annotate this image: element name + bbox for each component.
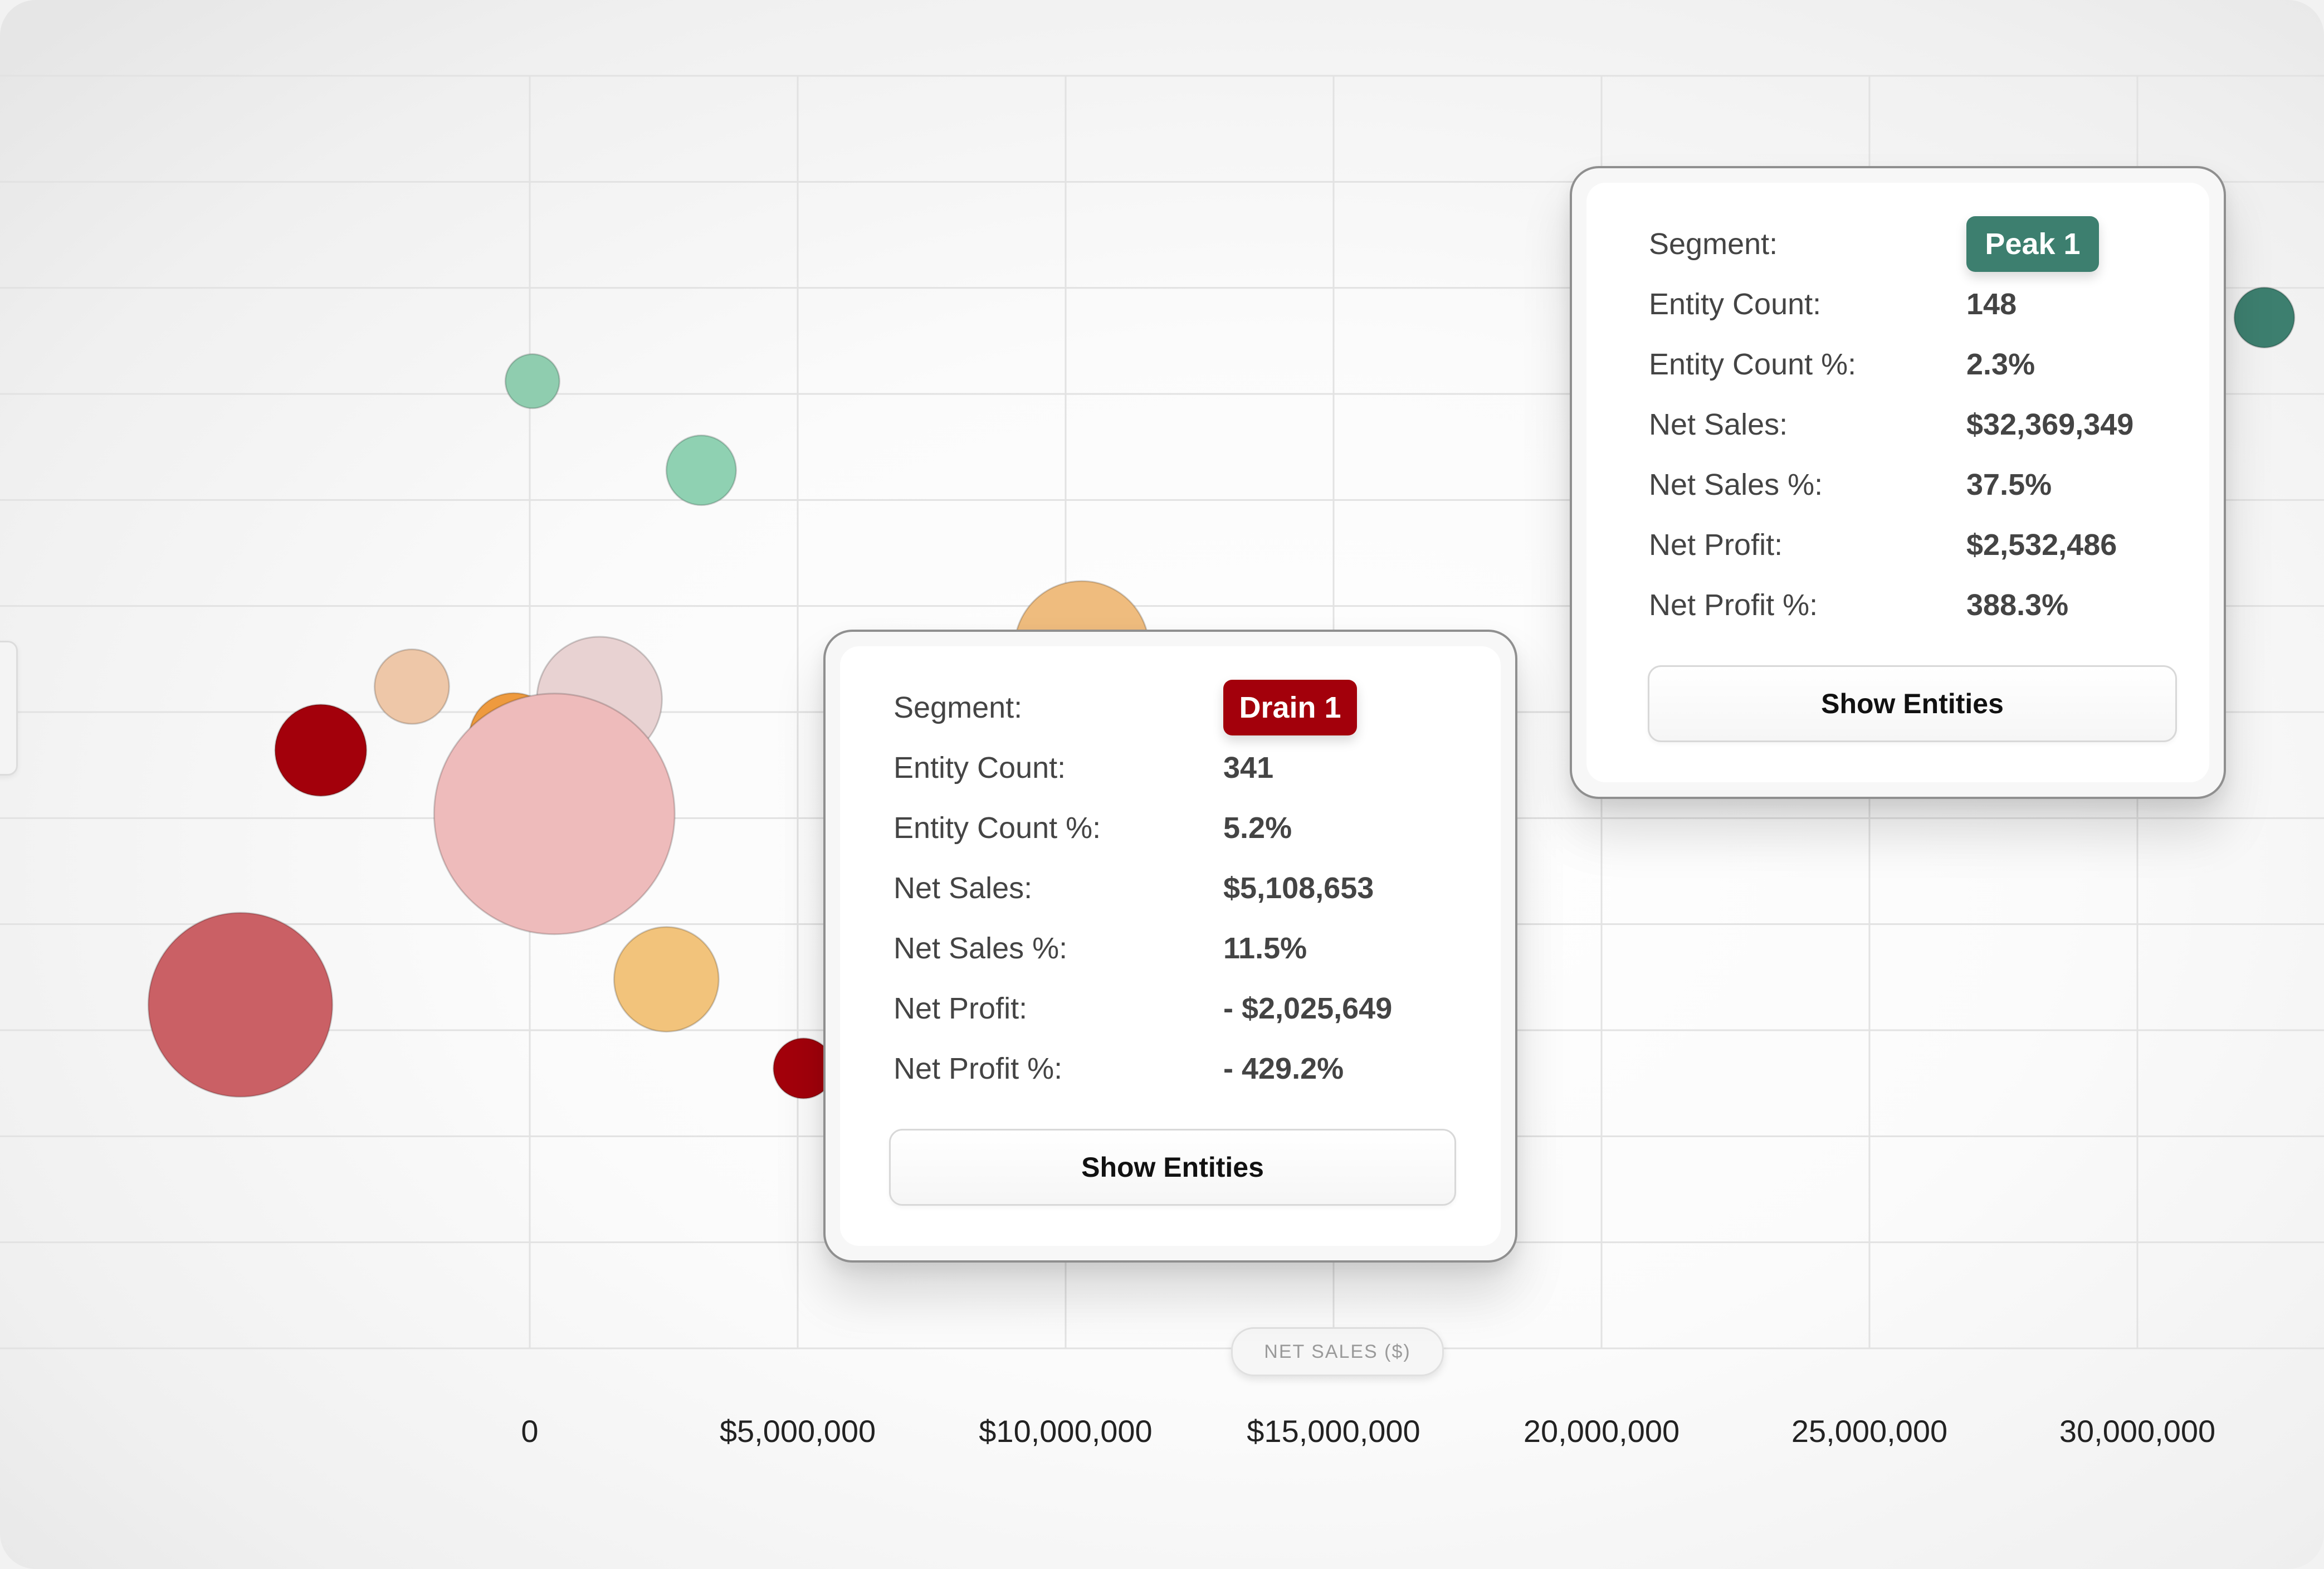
- x-tick-label: 0: [521, 1414, 539, 1449]
- x-tick-label: 25,000,000: [1791, 1414, 1948, 1449]
- tooltip-row-value: 37.5%: [1966, 468, 2052, 501]
- bubble-point[interactable]: [504, 353, 560, 410]
- tooltip-drain-card: Segment: Drain 1 Entity Count: 341 Entity …: [840, 646, 1501, 1246]
- segment-badge-drain: Drain 1: [1223, 680, 1357, 735]
- bubble-point[interactable]: [373, 648, 450, 725]
- x-tick-label: $5,000,000: [719, 1414, 876, 1449]
- tooltip-row-label: Entity Count %:: [1649, 348, 1857, 381]
- bubble-point[interactable]: [147, 912, 334, 1098]
- tooltip-row-label: Entity Count:: [894, 751, 1066, 784]
- tooltip-row-value: - 429.2%: [1223, 1052, 1344, 1085]
- x-tick-label: 20,000,000: [1523, 1414, 1680, 1449]
- x-tick-label: 30,000,000: [2059, 1414, 2216, 1449]
- tooltip-row-value: 148: [1966, 288, 2017, 321]
- tooltip-row-label: Net Sales %:: [1649, 468, 1823, 501]
- tooltip-row-label: Net Profit:: [1649, 528, 1783, 562]
- tooltip-peak-card: Segment: Peak 1 Entity Count: 148 Entity C…: [1586, 183, 2209, 782]
- segment-badge-peak: Peak 1: [1966, 216, 2099, 272]
- tooltip-row-label: Entity Count %:: [894, 811, 1101, 845]
- tooltip-row-label: Net Sales:: [1649, 408, 1788, 441]
- tooltip-row-value: 388.3%: [1966, 588, 2069, 622]
- bubble-point[interactable]: [613, 926, 720, 1033]
- segment-label: Segment:: [894, 691, 1023, 724]
- show-entities-button-peak[interactable]: Show Entities: [1648, 665, 2177, 742]
- x-tick-label: $10,000,000: [979, 1414, 1153, 1449]
- x-axis-label: NET SALES ($): [1231, 1327, 1444, 1376]
- bubble-point[interactable]: [433, 693, 676, 935]
- tooltip-row-label: Net Sales %:: [894, 932, 1068, 965]
- tooltip-row-label: Net Profit %:: [1649, 588, 1818, 622]
- tooltip-row-value: $5,108,653: [1223, 871, 1374, 905]
- segment-label: Segment:: [1649, 227, 1778, 261]
- tooltip-row-value: - $2,025,649: [1223, 992, 1393, 1025]
- x-tick-label: $15,000,000: [1247, 1414, 1420, 1449]
- tooltip-row-label: Net Sales:: [894, 871, 1033, 905]
- tooltip-row-value: 341: [1223, 751, 1274, 784]
- tooltip-row-label: Entity Count:: [1649, 288, 1822, 321]
- tooltip-peak: Segment: Peak 1 Entity Count: 148 Entity C…: [1570, 166, 2226, 799]
- tooltip-row-value: 11.5%: [1223, 932, 1307, 965]
- tooltip-drain: Segment: Drain 1 Entity Count: 341 Entity …: [823, 630, 1517, 1263]
- tooltip-row-value: 5.2%: [1223, 811, 1292, 845]
- side-panel-handle[interactable]: [0, 641, 18, 776]
- tooltip-row-label: Net Profit %:: [894, 1052, 1063, 1085]
- tooltip-row-value: $2,532,486: [1966, 528, 2117, 562]
- show-entities-button-drain[interactable]: Show Entities: [889, 1129, 1456, 1206]
- bubble-point[interactable]: [2233, 286, 2296, 349]
- tooltip-row-value: $32,369,349: [1966, 408, 2134, 441]
- bubble-point[interactable]: [665, 434, 737, 506]
- bubble-point[interactable]: [274, 703, 368, 797]
- tooltip-row-label: Net Profit:: [894, 992, 1028, 1025]
- tooltip-row-value: 2.3%: [1966, 348, 2035, 381]
